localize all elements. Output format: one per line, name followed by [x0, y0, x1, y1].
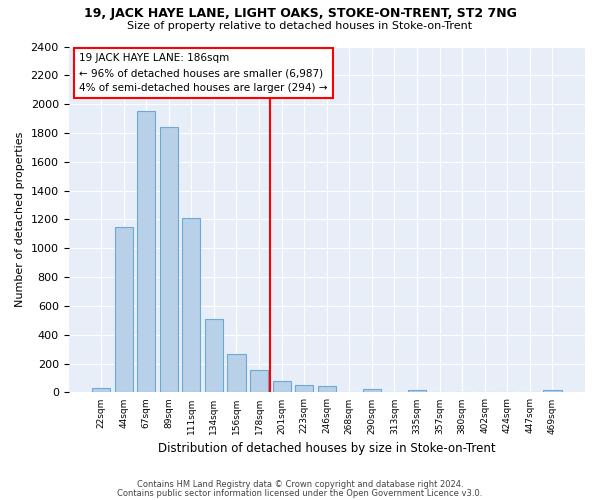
Bar	[544, 390, 562, 392]
Bar	[160, 127, 178, 392]
Bar	[115, 226, 133, 392]
Text: Contains HM Land Registry data © Crown copyright and database right 2024.: Contains HM Land Registry data © Crown c…	[137, 480, 463, 489]
Bar	[92, 388, 110, 392]
Bar	[363, 389, 381, 392]
Y-axis label: Number of detached properties: Number of detached properties	[15, 132, 25, 307]
Bar	[295, 385, 313, 392]
Bar	[408, 390, 426, 392]
Text: 19 JACK HAYE LANE: 186sqm
← 96% of detached houses are smaller (6,987)
4% of sem: 19 JACK HAYE LANE: 186sqm ← 96% of detac…	[79, 54, 328, 93]
Text: Contains public sector information licensed under the Open Government Licence v3: Contains public sector information licen…	[118, 488, 482, 498]
Bar	[182, 218, 200, 392]
Bar	[137, 112, 155, 392]
X-axis label: Distribution of detached houses by size in Stoke-on-Trent: Distribution of detached houses by size …	[158, 442, 496, 455]
Text: 19, JACK HAYE LANE, LIGHT OAKS, STOKE-ON-TRENT, ST2 7NG: 19, JACK HAYE LANE, LIGHT OAKS, STOKE-ON…	[83, 8, 517, 20]
Bar	[272, 381, 290, 392]
Bar	[250, 370, 268, 392]
Bar	[205, 319, 223, 392]
Bar	[227, 354, 245, 393]
Bar	[318, 386, 336, 392]
Text: Size of property relative to detached houses in Stoke-on-Trent: Size of property relative to detached ho…	[127, 21, 473, 31]
